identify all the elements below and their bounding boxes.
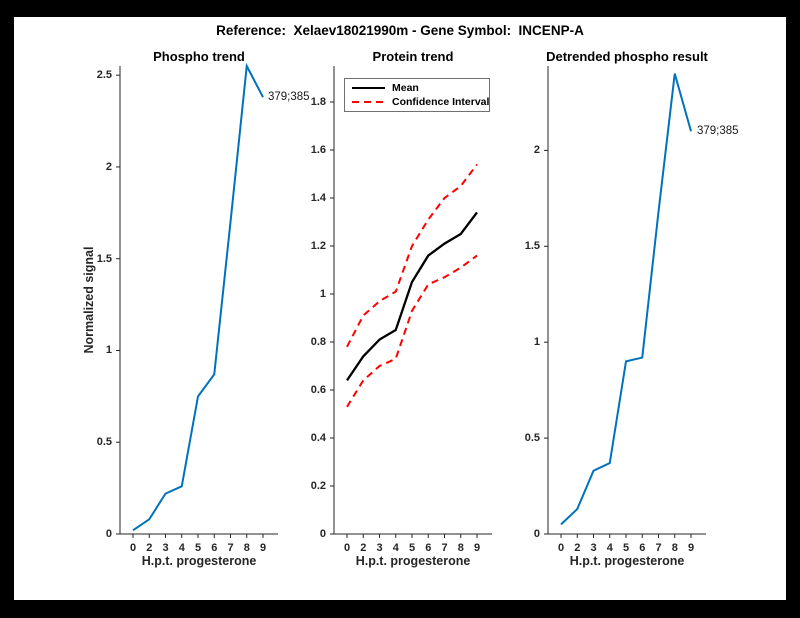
detrended-phospho-signal-line [560,73,692,526]
ci-lower-line [346,254,478,408]
subplot3-title: Detrended phospho result [546,49,708,64]
legend-label-mean: Mean [392,82,419,95]
mean-line [346,211,478,382]
phospho-signal-line [132,62,264,532]
legend-label-confidence-interval: Confidence Interval [392,95,490,108]
subplot3-x-axis-label: H.p.t. progesterone [569,554,685,568]
subplot1-endpoint-annotation: 379;385 [268,91,310,103]
subplot3-endpoint-annotation: 379;385 [697,125,739,137]
figure-title: Reference: Xelaev18021990m - Gene Symbol… [216,23,584,38]
ci-upper-line [346,163,478,348]
legend-entry-confidence-interval: Confidence Interval [345,95,489,108]
legend-entry-mean: Mean [345,82,489,95]
axis-spine [547,66,706,535]
axis-spine [119,66,278,535]
legend-box: Mean Confidence Interval [344,78,490,112]
subplot1-title: Phospho trend [153,49,245,64]
y-axis-label: Normalized signal [82,246,96,354]
mean-line-sample-icon [352,86,385,90]
ci-line-sample-icon [352,100,385,104]
figure-background [14,17,786,600]
subplot2-x-axis-label: H.p.t. progesterone [355,554,471,568]
axis-spine [333,66,492,535]
subplot2-title: Protein trend [372,49,454,64]
subplot1-x-axis-label: H.p.t. progesterone [141,554,257,568]
